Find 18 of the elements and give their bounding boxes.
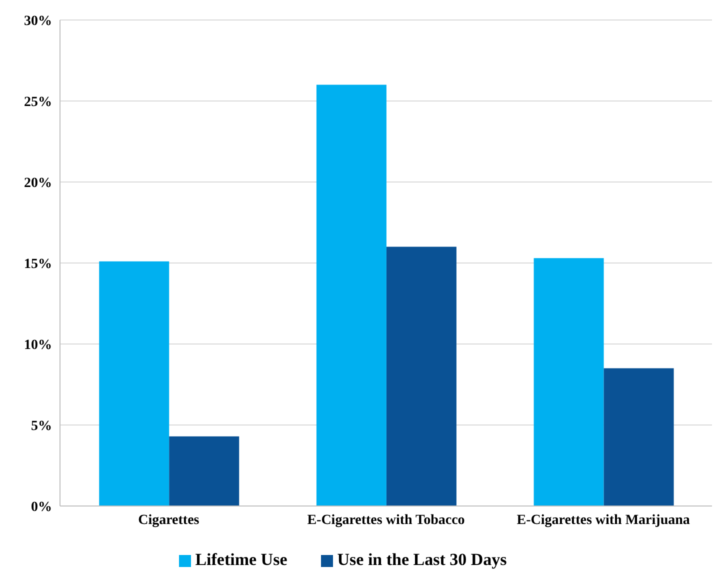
bar (316, 84, 386, 506)
y-tick-label: 10% (24, 338, 52, 353)
bar (169, 436, 240, 506)
y-tick-label: 5% (31, 418, 52, 434)
bar (99, 261, 170, 506)
x-tick-label: E-Cigarettes with Tobacco (307, 512, 465, 528)
legend-label: Lifetime Use (195, 550, 288, 569)
bar (604, 368, 674, 506)
y-tick-label: 15% (24, 256, 52, 272)
x-tick-label: E-Cigarettes with Marijuana (516, 512, 690, 528)
x-tick-label: Cigarettes (138, 512, 200, 528)
y-tick-label: 20% (24, 176, 52, 191)
y-tick-label: 25% (24, 94, 52, 110)
legend-label: Use in the Last 30 Days (337, 550, 507, 569)
y-tick-label: 30% (24, 14, 52, 29)
bar (386, 246, 456, 506)
y-tick-label: 0% (31, 500, 52, 515)
bar (534, 258, 604, 506)
